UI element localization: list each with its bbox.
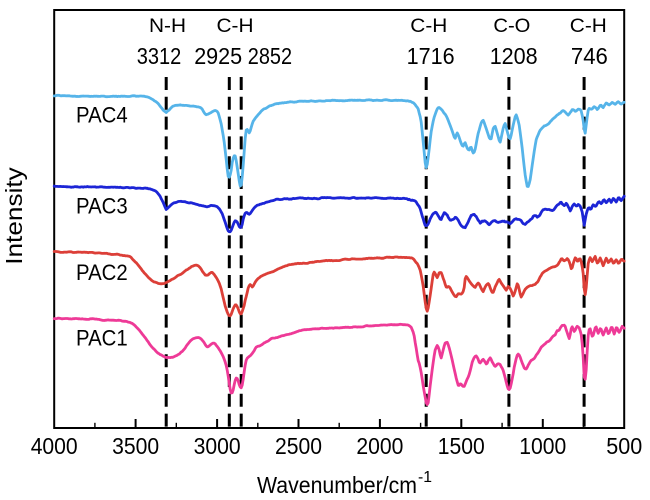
- svg-text:Wavenumber/cm: Wavenumber/cm: [257, 472, 417, 498]
- svg-text:Intensity: Intensity: [1, 167, 27, 265]
- svg-text:-1: -1: [418, 469, 432, 486]
- svg-text:4000: 4000: [31, 433, 78, 459]
- svg-text:2000: 2000: [356, 433, 403, 459]
- svg-text:C-H: C-H: [217, 15, 254, 37]
- svg-text:2500: 2500: [275, 433, 322, 459]
- svg-text:1000: 1000: [519, 433, 566, 459]
- svg-text:PAC3: PAC3: [76, 194, 128, 219]
- svg-text:2852: 2852: [248, 43, 292, 69]
- svg-text:1500: 1500: [438, 433, 485, 459]
- svg-text:C-H: C-H: [410, 15, 447, 37]
- svg-text:PAC2: PAC2: [76, 260, 128, 285]
- svg-text:500: 500: [606, 433, 642, 459]
- svg-text:3500: 3500: [112, 433, 159, 459]
- svg-text:PAC4: PAC4: [76, 103, 128, 128]
- svg-text:1716: 1716: [407, 43, 455, 69]
- svg-text:C-H: C-H: [570, 15, 607, 37]
- svg-text:PAC1: PAC1: [76, 326, 128, 351]
- svg-text:3000: 3000: [194, 433, 241, 459]
- svg-text:N-H: N-H: [149, 15, 186, 37]
- svg-text:746: 746: [571, 43, 608, 69]
- svg-text:1208: 1208: [490, 43, 538, 69]
- svg-text:2925: 2925: [194, 43, 242, 69]
- svg-text:C-O: C-O: [493, 15, 530, 37]
- svg-text:3312: 3312: [137, 43, 182, 69]
